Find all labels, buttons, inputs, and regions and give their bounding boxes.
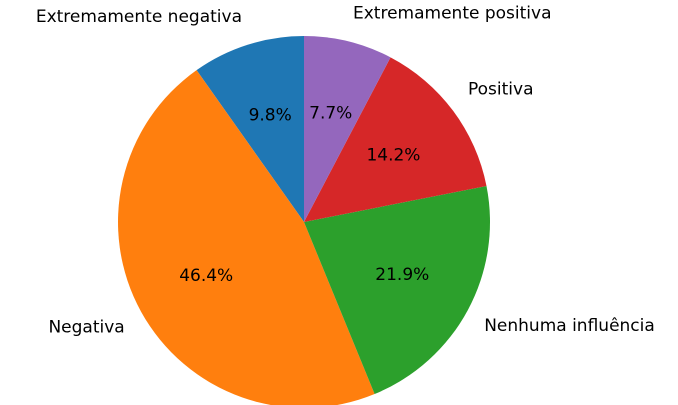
- pct-label-extremamente-negativa: 9.8%: [249, 106, 292, 126]
- pie-slice-positiva: [304, 57, 487, 222]
- pie-slices: [118, 36, 490, 405]
- percentage-labels: 9.8% 46.4% 21.9% 14.2% 7.7%: [179, 104, 429, 286]
- pie-slice-extremamente-negativa: [196, 36, 304, 222]
- pct-label-extremamente-positiva: 7.7%: [309, 104, 352, 124]
- pie-slice-negativa: [118, 70, 375, 405]
- category-label-negativa: Negativa: [48, 318, 124, 338]
- pct-label-nenhuma-influencia: 21.9%: [375, 265, 429, 285]
- category-labels: Extremamente negativa Negativa Nenhuma inf…: [36, 3, 655, 337]
- pie-slice-nenhuma-influencia: [304, 186, 490, 395]
- category-label-extremamente-positiva: Extremamente positiva: [353, 3, 551, 23]
- category-label-positiva: Positiva: [468, 80, 534, 100]
- category-label-extremamente-negativa: Extremamente negativa: [36, 7, 242, 27]
- pct-label-positiva: 14.2%: [366, 145, 420, 165]
- pie-slice-extremamente-positiva: [304, 36, 391, 222]
- category-label-nenhuma-influencia: Nenhuma influência: [484, 316, 655, 336]
- pct-label-negativa: 46.4%: [179, 266, 233, 286]
